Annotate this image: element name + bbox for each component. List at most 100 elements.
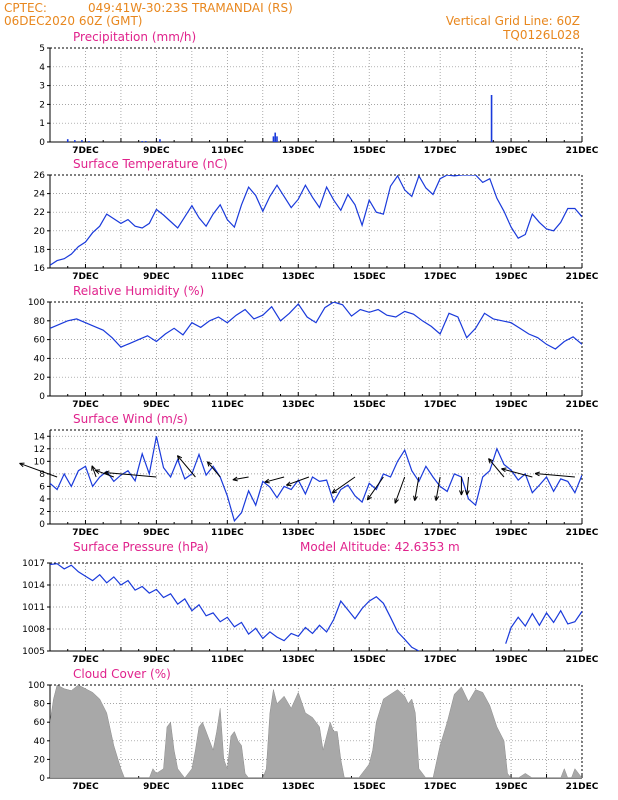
y-tick-label: 1 (39, 119, 45, 129)
wind-vector (19, 462, 58, 478)
x-tick-label: 9DEC (143, 272, 170, 282)
wind-vector (414, 476, 420, 501)
y-tick-label: 40 (34, 737, 46, 747)
x-tick-label: 19DEC (495, 655, 528, 665)
x-tick-label: 7DEC (72, 146, 99, 156)
wind-vector-head (464, 490, 470, 496)
x-tick-label: 17DEC (424, 272, 457, 282)
wind-vector (501, 468, 533, 478)
cloud-cover-area (50, 685, 582, 778)
x-tick-label: 9DEC (143, 400, 170, 410)
y-tick-label: 4 (39, 495, 45, 505)
x-tick-label: 19DEC (495, 400, 528, 410)
x-tick-label: 15DEC (353, 400, 386, 410)
y-tick-label: 24 (34, 190, 46, 200)
rh-line (50, 302, 582, 350)
y-tick-label: 10 (34, 457, 46, 467)
y-tick-label: 100 (28, 298, 45, 308)
y-tick-label: 0 (39, 774, 45, 784)
x-tick-label: 11DEC (211, 655, 244, 665)
wind-vector (207, 461, 221, 478)
y-tick-label: 20 (34, 227, 46, 237)
wind-vector (366, 476, 384, 501)
x-tick-label: 15DEC (353, 272, 386, 282)
wind-vector-head (366, 494, 372, 501)
y-tick-label: 0 (39, 138, 45, 148)
wind-vector (435, 476, 441, 501)
wind-vector (94, 469, 115, 478)
x-tick-label: 21DEC (566, 400, 599, 410)
y-tick-label: 100 (28, 681, 45, 691)
x-tick-label: 7DEC (72, 400, 99, 410)
x-tick-label: 15DEC (353, 146, 386, 156)
y-tick-label: 8 (39, 470, 45, 480)
surface-wind-panel: Surface Wind (m/s) 0 2 4 6 8 10 12 14 7DEC 9DEC 11… (19, 412, 599, 538)
header-grid-note: Vertical Grid Line: 60Z (446, 14, 580, 28)
x-tick-label: 19DEC (495, 782, 528, 792)
y-tick-label: 40 (34, 354, 46, 364)
y-tick-label: 16 (34, 264, 46, 274)
wind-vector (488, 458, 505, 478)
precipitation-bar (490, 95, 493, 142)
x-tick-label: 15DEC (353, 528, 386, 538)
pres-line (50, 563, 420, 651)
precipitation-bar (74, 140, 76, 142)
x-tick-label: 11DEC (211, 528, 244, 538)
wind-vector-head (394, 498, 399, 504)
x-tick-label: 21DEC (566, 528, 599, 538)
wind-vector-head (19, 462, 25, 468)
x-tick-label: 19DEC (495, 146, 528, 156)
header-source: CPTEC: (4, 1, 47, 15)
y-tick-label: 4 (39, 63, 45, 73)
wind-vector-head (534, 471, 540, 477)
y-tick-label: 2 (39, 507, 45, 517)
y-tick-label: 80 (34, 700, 46, 710)
wind-vector-head (232, 476, 238, 482)
wind-vector-head (104, 470, 110, 476)
wind-vector (232, 476, 249, 481)
wind-vector (177, 455, 196, 478)
wind-vector-head (286, 481, 292, 486)
precipitation-bar (274, 132, 277, 142)
y-tick-label: 6 (39, 482, 45, 492)
x-tick-label: 15DEC (353, 655, 386, 665)
header-location: 049:41W-30:23S TRAMANDAI (RS) (88, 1, 293, 15)
cloud-cover-panel: Cloud Cover (%) 0 20 40 60 80 100 7DEC 9DEC 11DE… (28, 667, 599, 792)
surface-temperature-title: Surface Temperature (nC) (73, 157, 228, 171)
wind-vector-head (434, 495, 440, 501)
x-tick-label: 13DEC (282, 272, 315, 282)
wind-vector-head (206, 461, 213, 467)
temp-line (50, 175, 582, 266)
wind-vector (331, 476, 356, 494)
precipitation-bar (88, 141, 90, 142)
wind-vector (394, 476, 406, 504)
wind-vector-head (94, 469, 101, 474)
x-tick-label: 17DEC (424, 655, 457, 665)
surface-temperature-panel: Surface Temperature (nC) 16 18 20 22 24 26 7DE… (34, 157, 599, 282)
wind-vector (264, 476, 285, 483)
x-tick-label: 17DEC (424, 782, 457, 792)
x-tick-label: 11DEC (211, 146, 244, 156)
y-tick-label: 18 (34, 245, 46, 255)
surface-pressure-title: Surface Pressure (hPa) (73, 540, 209, 554)
x-tick-label: 9DEC (143, 528, 170, 538)
y-tick-label: 60 (34, 336, 46, 346)
wind-vector-head (331, 488, 338, 494)
relative-humidity-title: Relative Humidity (%) (73, 284, 204, 298)
wind-vector (286, 476, 310, 486)
precipitation-panel: Precipitation (mm/h) 0 1 2 3 4 5 7DEC 9DEC 11DEC… (39, 30, 599, 156)
wind-vector (104, 471, 157, 478)
wind-vector-head (413, 495, 418, 501)
precipitation-bar (144, 141, 147, 142)
y-tick-label: 3 (39, 82, 45, 92)
wind-vector (91, 465, 97, 478)
x-tick-label: 21DEC (566, 782, 599, 792)
precipitation-title: Precipitation (mm/h) (73, 30, 196, 44)
x-tick-label: 7DEC (72, 655, 99, 665)
surface-wind-title: Surface Wind (m/s) (73, 412, 188, 426)
x-tick-label: 7DEC (72, 528, 99, 538)
precipitation-bar (276, 136, 278, 142)
surface-pressure-panel: Surface Pressure (hPa) Model Altitude: 4… (22, 540, 599, 665)
y-tick-label: 60 (34, 718, 46, 728)
